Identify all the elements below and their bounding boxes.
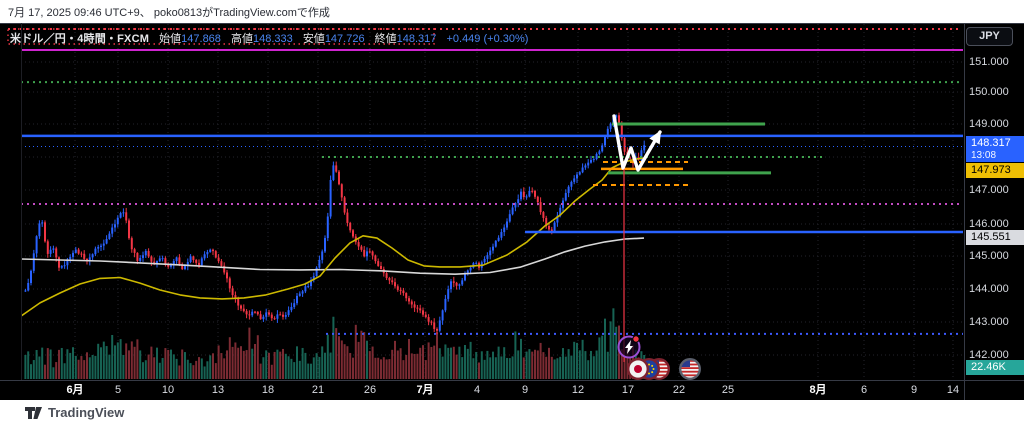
- low-value: 147.726: [324, 33, 365, 45]
- last-price-badge: 148.317 13:08: [966, 136, 1024, 162]
- volume-value-badge: 22.46K: [966, 360, 1024, 375]
- change-value: +0.449 (+0.30%): [446, 33, 529, 45]
- price-tick-label: 143.000: [969, 316, 1009, 328]
- ma-fast-value-badge: 147.973: [966, 163, 1024, 178]
- price-tick-label: 142.000: [969, 349, 1009, 361]
- price-tick-label: 149.000: [969, 118, 1009, 130]
- time-tick-label: 12: [571, 384, 585, 396]
- time-tick-label: 14: [946, 384, 960, 396]
- symbol-title[interactable]: 米ドル／円・4時間・FXCM: [10, 33, 150, 45]
- time-tick-label: 25: [721, 384, 735, 396]
- event-flag-us-icon[interactable]: [679, 358, 702, 381]
- time-tick-label: 13: [211, 384, 225, 396]
- price-tick-label: 145.000: [969, 250, 1009, 262]
- price-tick-label: 147.000: [969, 184, 1009, 196]
- currency-button[interactable]: JPY: [966, 27, 1013, 46]
- time-tick-label: 4: [473, 384, 481, 396]
- time-tick-label: 26: [363, 384, 377, 396]
- time-tick-label: 6月: [66, 384, 84, 396]
- price-tick-label: 144.000: [969, 283, 1009, 295]
- ma-slow-value-badge: 145.551: [966, 230, 1024, 245]
- time-tick-label: 9: [910, 384, 918, 396]
- tradingview-logo[interactable]: TradingView: [24, 405, 124, 420]
- time-tick-label: 5: [114, 384, 122, 396]
- bar-countdown: 13:08: [971, 150, 997, 161]
- time-tick-label: 17: [621, 384, 635, 396]
- time-tick-label: 22: [672, 384, 686, 396]
- snapshot-credit: 7月 17, 2025 09:46 UTC+9、 poko0813がTradin…: [8, 7, 330, 19]
- high-label: 高値: [230, 33, 253, 45]
- time-tick-label: 7月: [416, 384, 434, 396]
- time-tick-label: 10: [161, 384, 175, 396]
- open-label: 始値: [159, 33, 182, 45]
- time-tick-label: 21: [311, 384, 325, 396]
- high-value: 148.333: [252, 33, 293, 45]
- time-tick-label: 6: [860, 384, 868, 396]
- economic-events-icon[interactable]: [617, 335, 641, 359]
- tradingview-logo-text: TradingView: [48, 405, 125, 420]
- open-value: 147.868: [181, 33, 221, 45]
- tradingview-logo-icon: [25, 406, 42, 419]
- time-tick-label: 9: [521, 384, 529, 396]
- chart-legend[interactable]: 米ドル／円・4時間・FXCM 始値147.868 高値148.333 安値147…: [10, 30, 529, 45]
- price-tick-label: 150.000: [969, 86, 1009, 98]
- price-tick-label: 146.000: [969, 218, 1009, 230]
- low-label: 安値: [302, 33, 325, 45]
- event-flag-jp-icon[interactable]: [627, 358, 650, 381]
- price-tick-label: 151.000: [969, 56, 1009, 68]
- close-label: 終値: [374, 33, 397, 45]
- time-tick-label: 18: [261, 384, 275, 396]
- time-tick-label: 8月: [809, 384, 827, 396]
- close-value: 148.317: [396, 33, 437, 45]
